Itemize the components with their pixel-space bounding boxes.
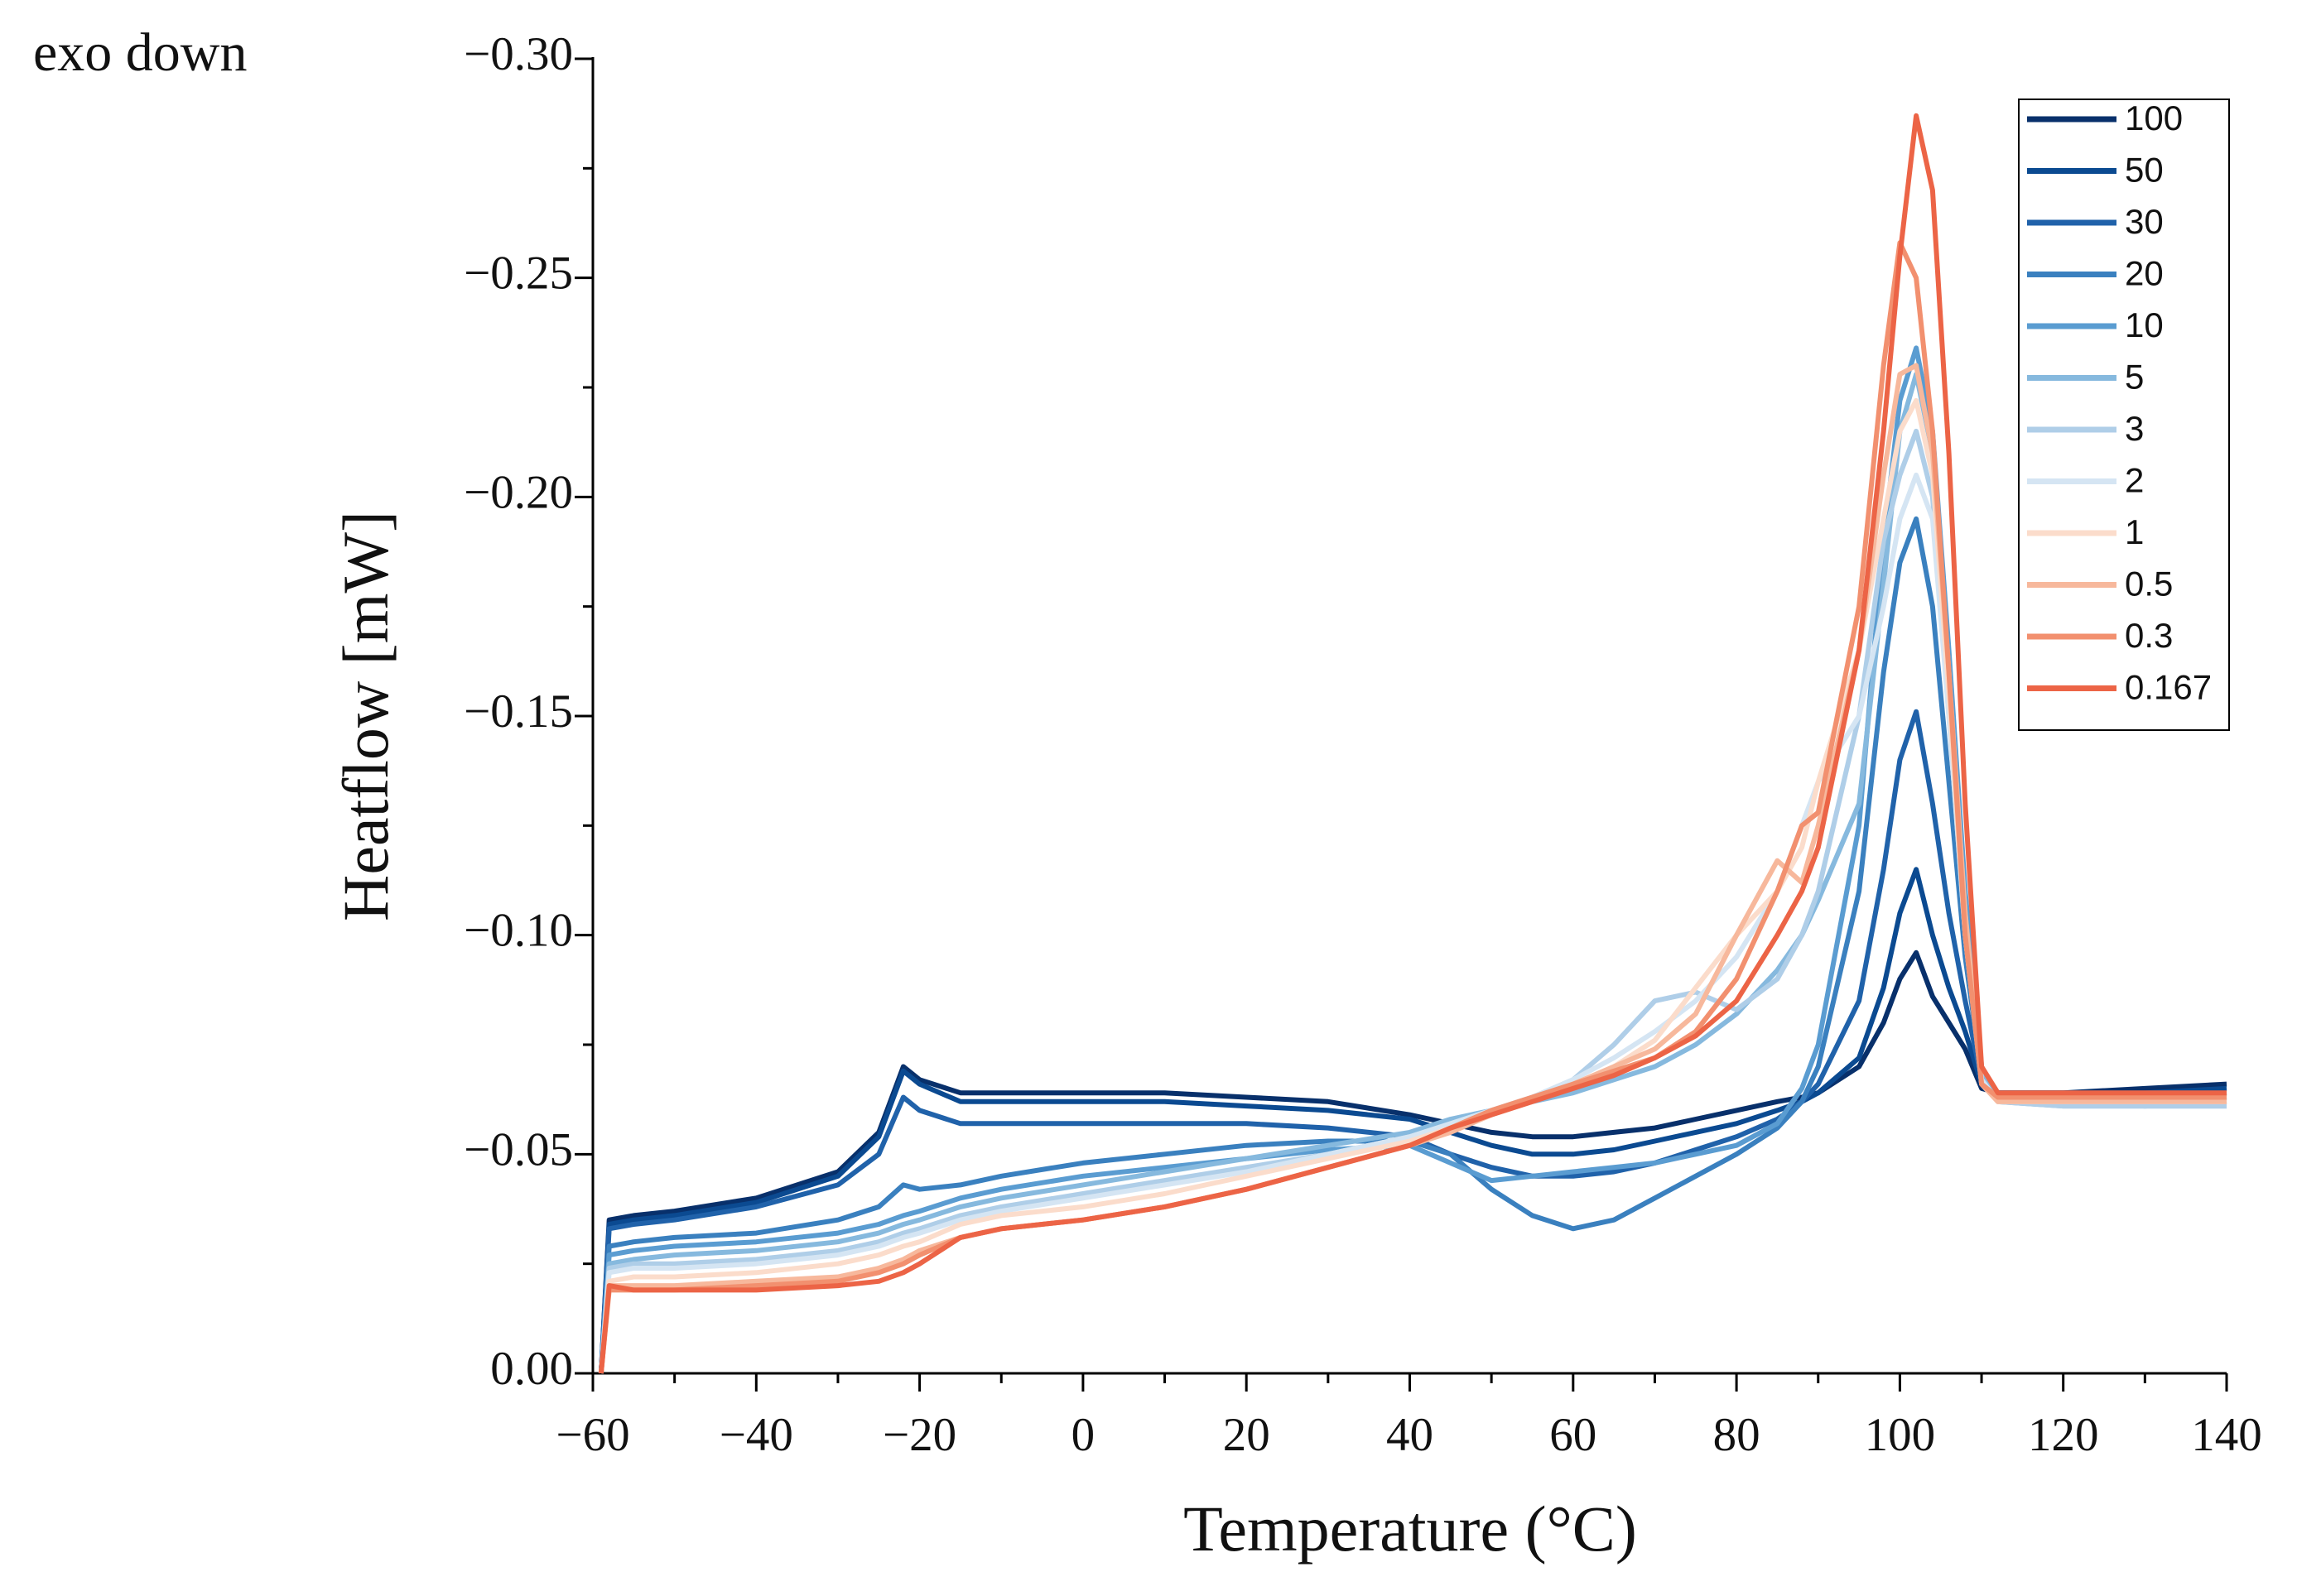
legend-label: 3 — [2125, 409, 2144, 448]
x-tick-label: 60 — [1549, 1409, 1596, 1461]
y-axis-label: Heatflow [mW] — [330, 511, 402, 921]
legend-label: 30 — [2125, 202, 2164, 241]
legend-label: 0.5 — [2125, 565, 2173, 603]
y-tick-label: −0.25 — [464, 248, 573, 300]
x-tick-label: −40 — [720, 1409, 793, 1461]
annotation: exo down — [33, 22, 247, 83]
x-tick-label: −20 — [883, 1409, 956, 1461]
legend-label: 5 — [2125, 358, 2144, 397]
x-tick-label: 80 — [1713, 1409, 1760, 1461]
y-tick-label: 0.00 — [490, 1343, 573, 1395]
x-tick-label: 140 — [2191, 1409, 2262, 1461]
legend-label: 0.3 — [2125, 616, 2173, 655]
x-tick-label: 0 — [1071, 1409, 1096, 1461]
legend-label: 0.167 — [2125, 668, 2212, 707]
x-axis-label: Temperature (°C) — [1183, 1493, 1637, 1565]
series-line — [598, 113, 2227, 1374]
series-line — [598, 516, 2227, 1374]
legend-label: 2 — [2125, 461, 2144, 500]
series-line — [598, 709, 2227, 1374]
series-line — [598, 867, 2227, 1374]
legend-label: 50 — [2125, 151, 2164, 190]
x-tick-label: 20 — [1223, 1409, 1270, 1461]
y-tick-label: −0.20 — [464, 466, 573, 518]
series-line — [598, 372, 2227, 1374]
y-tick-label: −0.05 — [464, 1123, 573, 1175]
series-line — [598, 240, 2227, 1374]
legend-label: 10 — [2125, 305, 2164, 344]
x-tick-label: 100 — [1865, 1409, 1936, 1461]
y-tick-label: −0.15 — [464, 685, 573, 738]
series-line — [598, 397, 2227, 1374]
series-line — [598, 949, 2227, 1374]
x-tick-label: −60 — [556, 1409, 629, 1461]
x-tick-label: 120 — [2028, 1409, 2099, 1461]
legend-label: 1 — [2125, 512, 2144, 551]
legend-label: 20 — [2125, 254, 2164, 293]
legend-label: 100 — [2125, 99, 2183, 137]
series-line — [598, 363, 2227, 1374]
y-tick-label: −0.10 — [464, 905, 573, 957]
x-tick-label: 40 — [1386, 1409, 1433, 1461]
legend-frame — [2018, 99, 2230, 731]
y-tick-label: −0.30 — [464, 28, 573, 80]
